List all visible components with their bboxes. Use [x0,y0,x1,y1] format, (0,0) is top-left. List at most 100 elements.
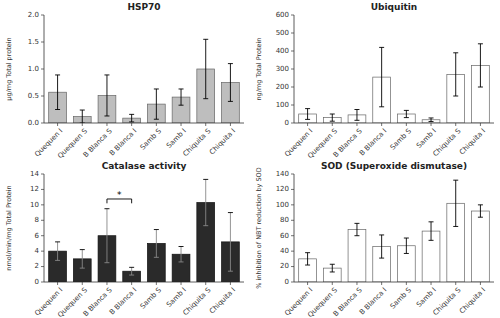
y-tick [291,174,294,175]
error-bar [453,53,458,96]
error-bar [129,114,134,122]
y-tick [41,96,44,97]
y-tick [291,282,294,283]
y-axis-label: % inhibition of NBT reduction by SOD [255,167,263,288]
error-bar [80,250,85,269]
x-tick [181,282,182,285]
error-bar [453,180,458,226]
y-tick [41,251,44,252]
x-tick-label: Chiquita S [182,286,213,317]
x-tick [406,123,407,126]
x-tick-label: Chiquita I [458,127,487,156]
error-bar [404,238,409,253]
y-tick [41,189,44,190]
y-tick [291,123,294,124]
x-tick [431,282,432,285]
error-bar [203,179,208,225]
y-tick-label: 8 [35,216,39,224]
error-bar [154,89,159,119]
y-tick [291,15,294,16]
x-tick [480,123,481,126]
x-tick [106,123,107,126]
y-tick-label: 14 [30,170,39,178]
x-axis [44,282,244,283]
x-tick-label: B Blanca I [108,286,138,316]
x-tick [431,123,432,126]
x-tick-label: Chiquita S [182,127,213,158]
error-bar [80,110,85,123]
y-tick-label: 600 [276,11,289,19]
y-tick [291,105,294,106]
x-tick-label: Chiquita I [208,127,237,156]
panel: 0.00.51.01.52.0Quequen IQuequen SB Blanc… [5,2,244,160]
error-bar [478,44,483,87]
x-tick-label: Samb I [165,286,188,309]
error-bar [404,110,409,117]
x-axis [44,123,244,124]
x-tick [381,123,382,126]
y-tick-label: 1.0 [28,65,39,73]
error-bar [305,253,310,265]
y-tick-label: 140 [276,170,289,178]
y-tick-label: 20 [280,262,289,270]
y-tick-label: 40 [280,247,289,255]
x-tick-label: B Blanca I [108,127,138,157]
x-tick-label: Samb I [415,286,438,309]
error-bar [429,118,434,122]
x-tick [307,282,308,285]
error-bar [330,114,335,121]
x-tick-label: B Blanca I [358,127,388,157]
error-bar [429,222,434,241]
x-tick [381,282,382,285]
x-tick [106,282,107,285]
y-tick [41,282,44,283]
y-tick [291,251,294,252]
x-tick-label: Samb S [139,286,164,311]
x-tick [131,123,132,126]
y-tick [291,204,294,205]
x-tick [156,123,157,126]
x-tick [131,282,132,285]
y-tick-label: 10 [30,201,39,209]
error-bar [478,205,483,217]
x-tick [455,282,456,285]
x-axis [294,123,494,124]
error-bar [228,64,233,102]
y-tick [291,220,294,221]
panel: 0100200300400500600Quequen IQuequen SB B… [255,2,494,160]
x-tick [82,123,83,126]
y-tick [41,42,44,43]
panel: 020406080100120140Quequen IQuequen SB Bl… [255,161,494,318]
y-axis [44,174,45,282]
error-bar [379,235,384,258]
error-bar [203,39,208,98]
x-axis [294,282,494,283]
y-tick-label: 0.5 [28,92,39,100]
y-tick-label: 400 [276,47,289,55]
y-tick [291,235,294,236]
error-bar [354,110,359,121]
y-tick [291,87,294,88]
error-bar [305,109,310,120]
x-tick-label: Chiquita I [458,286,487,315]
x-tick-label: B Blanca I [358,286,388,316]
y-tick [291,189,294,190]
x-tick [455,123,456,126]
y-tick-label: 100 [276,201,289,209]
y-tick-label: 0 [285,119,289,127]
x-tick [332,282,333,285]
y-tick [41,174,44,175]
error-bar [154,230,159,258]
y-tick [41,266,44,267]
error-bar [179,247,184,262]
error-bar [55,75,60,110]
y-tick [291,69,294,70]
x-tick [356,282,357,285]
error-bar [55,242,60,261]
x-tick [230,123,231,126]
x-tick [406,282,407,285]
bar [472,211,490,282]
y-tick [41,220,44,221]
title: Catalase activity [102,161,187,171]
y-tick-label: 300 [276,65,289,73]
